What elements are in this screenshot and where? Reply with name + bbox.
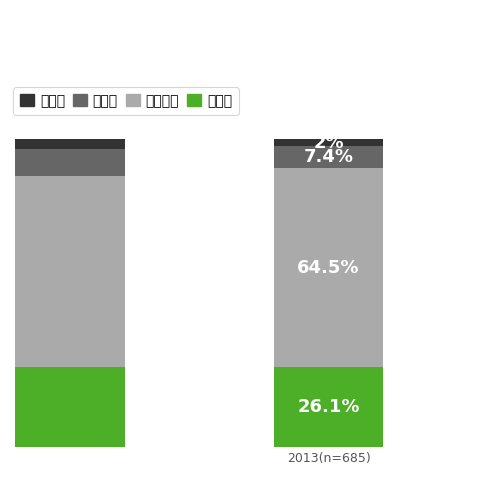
Bar [274, 367, 383, 447]
Legend: 無回答, 減らす, ほぼ同額, 増やす: 無回答, 減らす, ほぼ同額, 増やす [13, 87, 239, 115]
Text: 2%: 2% [313, 133, 344, 152]
Bar [274, 145, 383, 168]
Text: 64.5%: 64.5% [297, 259, 360, 276]
Bar [15, 140, 125, 149]
Bar [274, 168, 383, 367]
Bar [15, 149, 125, 176]
Bar [15, 176, 125, 367]
Text: 26.1%: 26.1% [297, 398, 360, 416]
Bar [15, 367, 125, 447]
Text: 7.4%: 7.4% [303, 148, 353, 166]
Bar [274, 140, 383, 145]
